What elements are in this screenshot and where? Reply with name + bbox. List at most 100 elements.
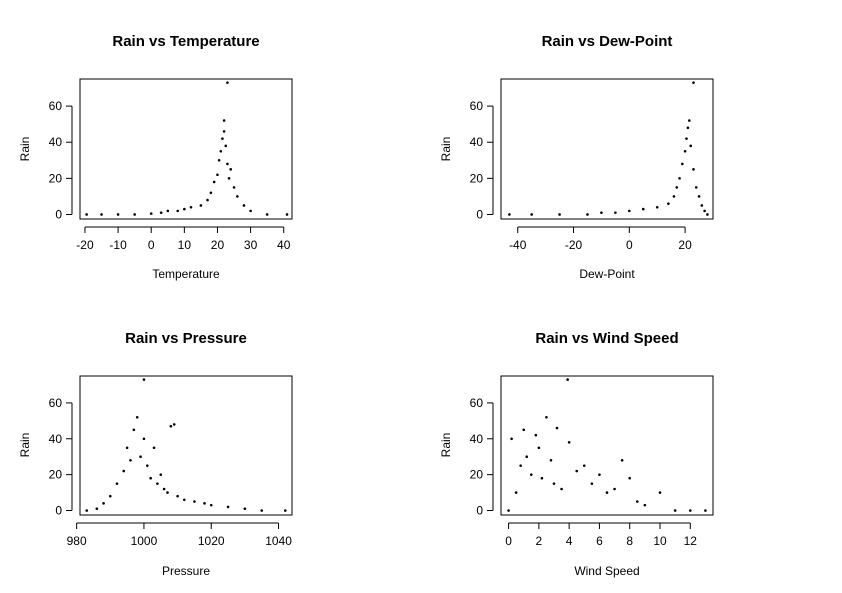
data-point (697, 195, 701, 198)
data-point (183, 207, 186, 211)
data-point (125, 446, 129, 450)
data-point (685, 137, 688, 140)
data-point (285, 213, 289, 216)
data-point (689, 144, 692, 148)
data-point (613, 487, 616, 491)
y-tick-label: 60 (470, 99, 484, 113)
x-tick-label: 1020 (198, 534, 225, 548)
data-point (605, 491, 609, 494)
data-point (283, 509, 287, 512)
data-point (226, 162, 229, 166)
data-point (209, 503, 213, 507)
data-point (675, 186, 679, 189)
data-point (683, 149, 687, 153)
data-point (172, 423, 176, 426)
data-point (115, 482, 119, 485)
x-tick-label: 10 (653, 534, 667, 548)
data-point (658, 491, 662, 494)
data-point (139, 455, 142, 459)
x-axis-label: Dew-Point (579, 267, 635, 281)
data-point (206, 198, 209, 202)
x-axis-label: Wind Speed (574, 564, 639, 578)
data-point (152, 446, 156, 450)
x-tick-label: 6 (596, 534, 603, 548)
data-point (249, 209, 252, 213)
data-point (688, 509, 692, 512)
data-point (219, 149, 223, 153)
data-point (216, 173, 219, 177)
data-point (692, 168, 695, 171)
data-point (176, 209, 180, 213)
data-point (555, 426, 559, 430)
chart-title: Rain vs Dew-Point (542, 33, 673, 50)
data-point (600, 211, 603, 214)
data-point (534, 433, 538, 437)
plot-frame (500, 78, 714, 220)
data-point (687, 119, 691, 122)
data-point (558, 213, 561, 216)
x-tick-label: 1000 (131, 534, 158, 548)
y-axis-label: Rain (439, 137, 453, 162)
panel-rain-vs-pressure: Rain vs Pressure Pressure Rain 980 1000 10… (18, 330, 293, 578)
x-tick-label: 10 (178, 238, 192, 252)
data-point (224, 144, 228, 148)
plot-area: 0 2 4 6 8 10 12 0 20 40 60 (470, 375, 714, 548)
data-point (508, 213, 511, 216)
y-axis-label: Rain (18, 433, 32, 458)
x-tick-label: 1040 (265, 534, 292, 548)
y-tick-label: 60 (470, 396, 484, 410)
data-point (582, 464, 586, 467)
y-axis-label: Rain (439, 433, 453, 458)
data-point (549, 458, 553, 462)
y-tick-label: 20 (49, 171, 63, 185)
data-point (85, 509, 89, 512)
y-tick-label: 0 (55, 504, 62, 518)
plot-frame (79, 78, 293, 220)
data-point (507, 509, 510, 512)
y-tick-label: 60 (49, 396, 63, 410)
data-point (236, 195, 239, 198)
y-tick-label: 20 (470, 468, 484, 482)
y-axis-label: Rain (18, 137, 32, 162)
data-point (655, 205, 659, 209)
data-point (537, 446, 541, 450)
data-point (166, 209, 170, 213)
x-tick-label: 2 (536, 534, 543, 548)
x-tick-label: 980 (67, 534, 87, 548)
data-point (628, 209, 631, 213)
panel-rain-vs-temperature: Rain vs Temperature Temperature Rain -20… (18, 33, 293, 281)
data-point (678, 177, 681, 180)
data-point (243, 507, 247, 511)
data-point (530, 213, 533, 216)
data-point (226, 81, 229, 84)
data-point (222, 119, 226, 122)
x-tick-label: -20 (76, 238, 94, 252)
y-tick-label: 40 (470, 135, 484, 149)
data-point (552, 482, 556, 485)
x-axis-label: Temperature (152, 267, 220, 281)
data-point (221, 137, 224, 140)
data-point (95, 507, 99, 511)
data-point (159, 473, 163, 476)
data-point (540, 476, 544, 480)
data-point (265, 213, 269, 216)
x-tick-label: 0 (505, 534, 512, 548)
x-tick-label: 0 (148, 238, 155, 252)
x-tick-label: 40 (277, 238, 291, 252)
y-tick-label: 40 (470, 432, 484, 446)
data-point (135, 415, 139, 419)
data-point (694, 186, 698, 189)
x-tick-label: 8 (626, 534, 633, 548)
data-point (704, 509, 707, 512)
data-point (159, 211, 163, 214)
data-point (700, 204, 704, 207)
data-point (510, 437, 513, 441)
chart-title: Rain vs Temperature (112, 33, 259, 50)
x-tick-label: 12 (684, 534, 698, 548)
data-point (522, 428, 526, 432)
data-point (199, 204, 203, 207)
data-point (643, 503, 647, 507)
data-point (100, 213, 103, 216)
panel-rain-vs-wind-speed: Rain vs Wind Speed Wind Speed Rain 0 2 4 6 8… (439, 330, 714, 578)
y-tick-label: 20 (470, 171, 484, 185)
